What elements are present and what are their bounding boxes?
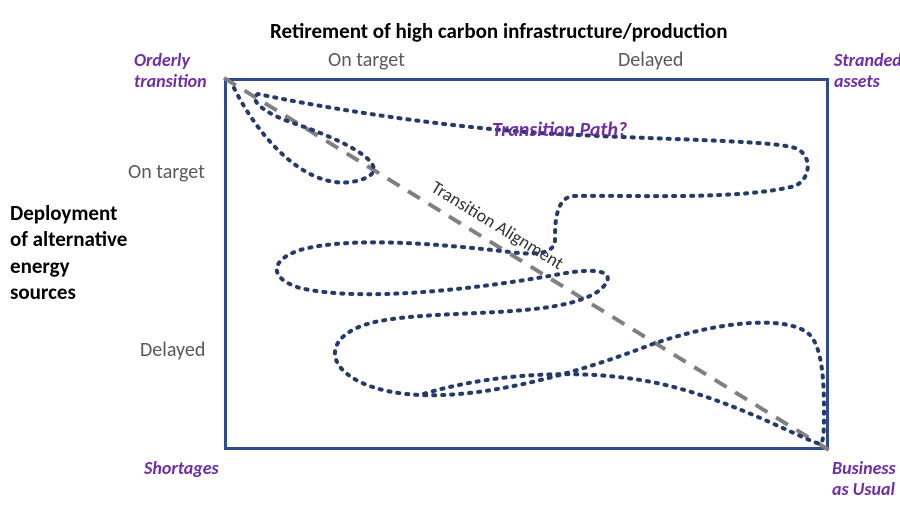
- transition-path-label: Transition Path?: [492, 118, 627, 142]
- y-tick-on-target: On target: [128, 160, 205, 184]
- corner-line: transition: [134, 70, 207, 92]
- corner-line: Business: [832, 457, 896, 479]
- corner-line: assets: [834, 70, 880, 92]
- x-axis-title: Retirement of high carbon infrastructure…: [270, 18, 728, 44]
- x-tick-on-target: On target: [328, 48, 405, 72]
- corner-line: Stranded: [834, 49, 900, 71]
- corner-line: as Usual: [832, 478, 895, 500]
- y-axis-title-line: Deployment: [10, 200, 117, 226]
- y-axis-title-line: sources: [10, 279, 76, 305]
- corner-line: Orderly: [134, 49, 190, 71]
- corner-orderly-transition: Orderly transition: [134, 50, 207, 91]
- corner-business-as-usual: Business as Usual: [832, 458, 896, 499]
- diagram-canvas: Retirement of high carbon infrastructure…: [0, 0, 900, 506]
- y-axis-title-line: energy: [10, 253, 70, 279]
- corner-line: Shortages: [144, 457, 219, 479]
- y-axis-title-line: of alternative: [10, 226, 127, 252]
- corner-stranded-assets: Stranded assets: [834, 50, 900, 91]
- y-tick-delayed: Delayed: [140, 338, 205, 362]
- x-tick-delayed: Delayed: [618, 48, 683, 72]
- y-axis-title: Deployment of alternative energy sources: [10, 200, 127, 305]
- corner-shortages: Shortages: [144, 458, 219, 479]
